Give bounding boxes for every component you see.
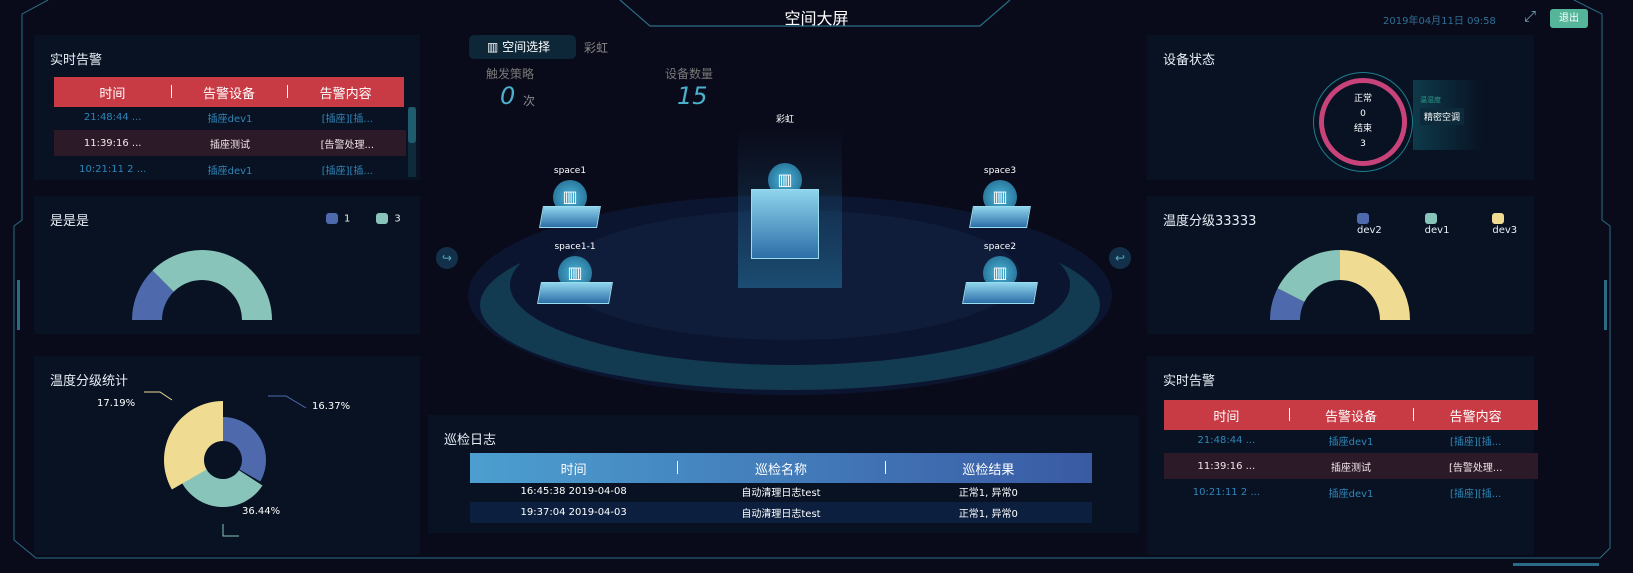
space-node-label: space2 [983, 242, 1017, 252]
gauge-segment[interactable] [152, 250, 272, 320]
space-node[interactable]: space2 ▥ [950, 242, 1050, 304]
panel-title: 巡检日志 [444, 433, 497, 448]
space-node[interactable]: space1 ▥ [520, 166, 620, 228]
device-tag[interactable]: 精密空调 [1420, 108, 1465, 125]
patrol-log-panel: 巡检日志 时间 巡检名称 巡检结果 16:45:38 2019-04-08 自动清理日… [428, 415, 1139, 533]
right-alarm-panel: 实时告警 时间 告警设备 告警内容 21:48:44 ... 插座dev1 [插座][插… [1147, 356, 1538, 555]
data-label: 36.44% [242, 506, 281, 517]
page-title: 空间大屏 [784, 9, 849, 28]
status-ring [1313, 72, 1413, 172]
fullscreen-icon[interactable]: ⤢ [1524, 7, 1537, 25]
gauge-panel-left: 是是是 1 3 [34, 196, 420, 334]
device-status-panel: 设备状态 正常 0 结束 3 温湿度 精密空调 [1147, 35, 1534, 180]
column-device: 告警设备 [170, 83, 288, 102]
panel-title: 设备状态 [1163, 53, 1216, 68]
device-count-label: 设备数量 [665, 67, 714, 81]
table-row[interactable]: 11:39:16 ... 插座测试 [告警处理... [1164, 453, 1538, 479]
alarm-table-header: 时间 告警设备 告警内容 [1164, 400, 1538, 430]
trigger-unit: 次 [523, 94, 536, 108]
rose-segment[interactable] [223, 417, 266, 482]
column-time: 时间 [99, 86, 126, 102]
space-node-label: space1 [553, 166, 587, 176]
legend-item[interactable]: 1 [326, 213, 350, 225]
space-node[interactable]: 彩虹 ▥ [735, 112, 835, 259]
gauge-panel-right: 温度分级33333 dev2 dev1 dev3 [1147, 196, 1534, 334]
device-count-value: 15 [677, 82, 708, 110]
space-node-label: space1-1 [554, 242, 596, 252]
table-row[interactable]: 11:39:16 ... 插座测试 [告警处理... [54, 130, 406, 156]
legend: dev2 dev1 dev3 [1357, 213, 1534, 236]
current-space[interactable]: 彩虹 [584, 41, 609, 55]
gauge-segment[interactable] [1270, 288, 1305, 320]
trigger-value: 0 [500, 82, 516, 110]
half-donut-chart [132, 250, 272, 320]
rose-chart [144, 391, 307, 537]
prev-arrow-icon[interactable]: ↪ [436, 247, 458, 269]
table-row[interactable]: 19:37:04 2019-04-03 自动清理日志test 正常1, 异常0 [470, 502, 1092, 523]
trigger-label: 触发策略 [486, 67, 535, 81]
space-select-button[interactable]: ▥ 空间选择 [469, 35, 576, 59]
space-node-label: 彩虹 [775, 115, 794, 125]
panel-title: 是是是 [50, 214, 90, 229]
table-row[interactable]: 21:48:44 ... 插座dev1 [插座][插... [1197, 434, 1502, 448]
next-arrow-icon[interactable]: ↩ [1109, 247, 1131, 269]
building-icon: ▥ [487, 40, 499, 54]
space-node-label: space3 [983, 166, 1017, 176]
column-content: 告警内容 [287, 83, 404, 102]
datetime: 2019年04月11日 09:58 [1383, 16, 1496, 27]
panel-title: 实时告警 [50, 53, 103, 68]
alarm-table-header: 时间 告警设备 告警内容 [54, 77, 404, 107]
legend-item[interactable]: dev2 [1357, 213, 1399, 236]
gauge-segment[interactable] [1340, 250, 1410, 320]
table-row[interactable]: 21:48:44 ... 插座dev1 [插座][插... [83, 111, 373, 125]
table-row[interactable]: 10:21:11 2 ... 插座dev1 [插座][插... [1192, 486, 1502, 500]
rose-segment[interactable] [164, 401, 223, 490]
gauge-segment[interactable] [1277, 250, 1340, 302]
gauge-segment[interactable] [132, 270, 174, 320]
half-donut-chart [1270, 250, 1410, 320]
panel-title: 温度分级33333 [1163, 214, 1257, 229]
data-label: 17.19% [97, 398, 136, 409]
legend: 1 3 [326, 213, 401, 225]
table-row[interactable]: 10:21:11 2 ... 插座dev1 [插座][插... [79, 163, 373, 177]
space-node[interactable]: space1-1 ▥ [525, 242, 625, 304]
rose-segment[interactable] [181, 468, 263, 507]
panel-title: 温度分级统计 [50, 374, 129, 389]
data-label: 16.37% [312, 401, 351, 412]
panel-title: 实时告警 [1163, 374, 1216, 389]
exit-button[interactable]: 退出 [1550, 9, 1588, 28]
legend-item[interactable]: dev1 [1424, 213, 1467, 236]
left-alarm-panel: 实时告警 时间 告警设备 告警内容 21:48:44 ... 插座dev1 [插座][插… [34, 35, 420, 180]
patrol-table-header: 时间 巡检名称 巡检结果 [470, 453, 1092, 483]
space-topology [468, 128, 1112, 395]
status-circle: 正常 0 结束 3 [1319, 78, 1407, 166]
legend-item[interactable]: dev3 [1492, 213, 1534, 236]
device-category: 温湿度 [1420, 96, 1441, 104]
scrollbar[interactable] [408, 107, 416, 177]
legend-item[interactable]: 3 [376, 213, 401, 225]
table-row[interactable]: 16:45:38 2019-04-08 自动清理日志test 正常1, 异常0 [520, 486, 1018, 499]
temp-stats-panel: 温度分级统计 16.37% 36.44% 17.19% [34, 356, 420, 555]
space-node[interactable]: space3 ▥ [950, 166, 1050, 228]
